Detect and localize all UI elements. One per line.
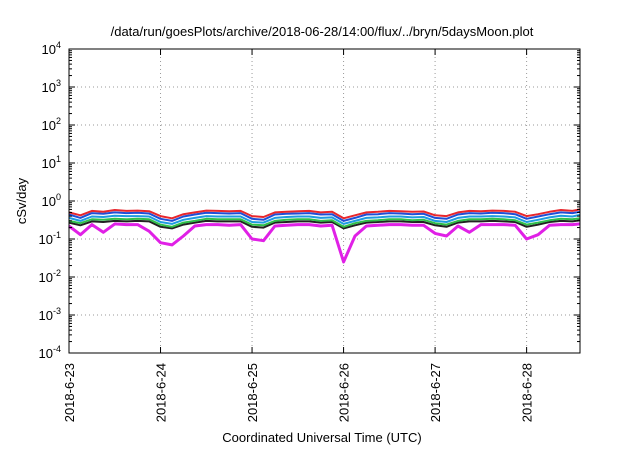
y-tick-label: 102 <box>42 116 61 133</box>
series-line <box>68 219 581 230</box>
x-tick-label: 2018-6-24 <box>154 363 169 422</box>
y-tick-label: 10-1 <box>39 230 61 247</box>
y-tick-label: 103 <box>42 78 61 95</box>
y-tick-label: 100 <box>42 192 61 209</box>
x-tick-label: 2018-6-25 <box>245 363 260 422</box>
x-tick-label: 2018-6-26 <box>337 363 352 422</box>
series-line <box>68 208 581 220</box>
x-tick-label: 2018-6-23 <box>62 363 77 422</box>
series-layer <box>68 208 581 264</box>
x-tick-label: 2018-6-28 <box>520 363 535 422</box>
chart-title: /data/run/goesPlots/archive/2018-06-28/1… <box>111 24 534 39</box>
y-axis-label: cSv/day <box>14 177 29 224</box>
y-tick-label: 10-4 <box>39 344 61 361</box>
x-tick-label: 2018-6-27 <box>428 363 443 422</box>
x-axis-label: Coordinated Universal Time (UTC) <box>222 430 421 445</box>
y-tick-label: 101 <box>42 154 61 171</box>
y-tick-label: 104 <box>42 40 61 57</box>
grid-layer <box>69 49 580 353</box>
series-line <box>68 222 581 264</box>
tick-layer: 10-4 10-3 10-2 10-1 100 101 102 103 104 2018-6-23… <box>39 40 580 422</box>
y-tick-label: 10-3 <box>39 306 61 323</box>
series-line <box>68 210 581 222</box>
series-line <box>68 217 581 228</box>
series-line <box>68 213 581 225</box>
y-tick-label: 10-2 <box>39 268 61 285</box>
